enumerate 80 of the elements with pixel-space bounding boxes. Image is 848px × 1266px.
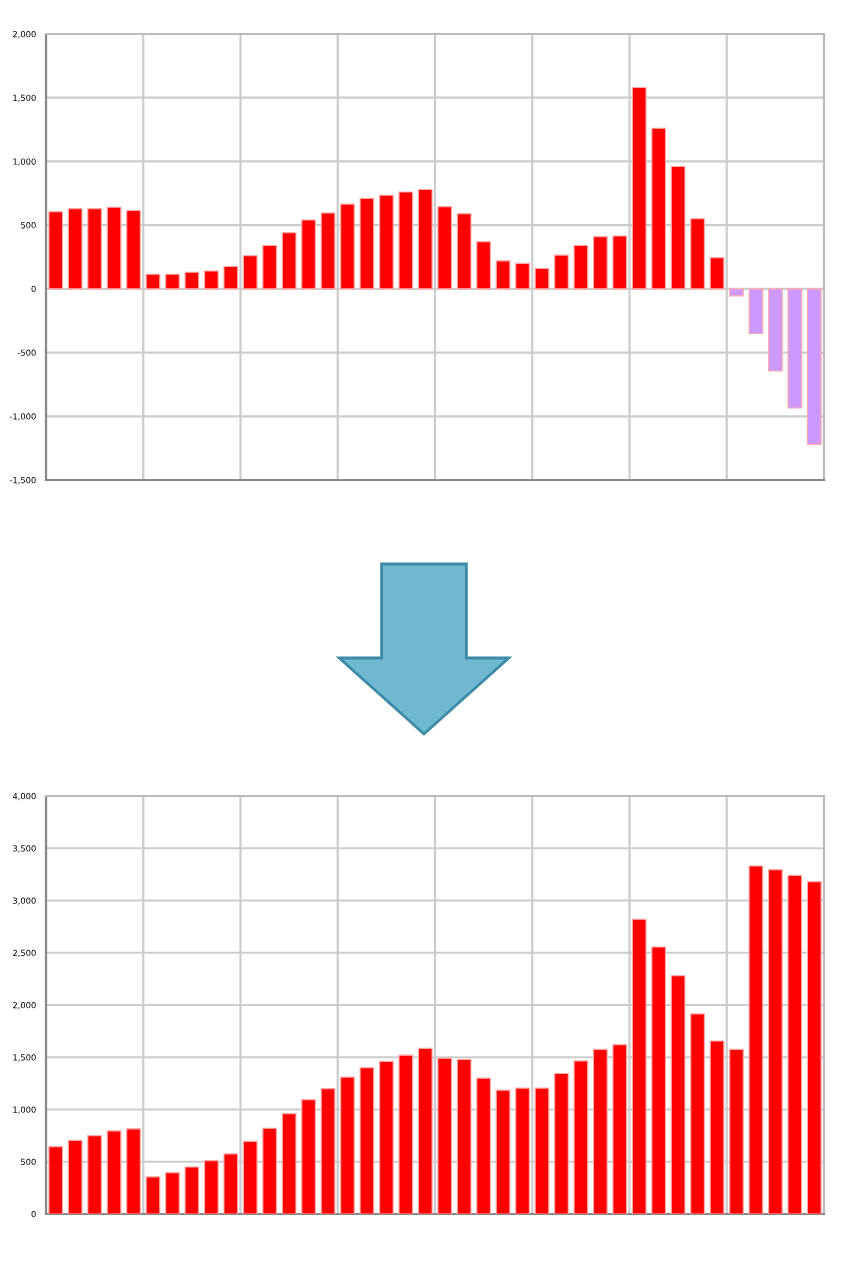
bar <box>67 208 83 290</box>
bar <box>631 918 647 1214</box>
bar <box>203 1160 219 1214</box>
bar <box>48 1146 64 1214</box>
bar <box>398 191 414 290</box>
bar <box>806 881 822 1214</box>
bar <box>262 244 278 290</box>
bar <box>223 1153 239 1214</box>
bar <box>690 218 705 290</box>
bar <box>768 288 783 372</box>
bar <box>320 1088 336 1214</box>
bar <box>768 869 783 1214</box>
bar <box>106 1130 122 1214</box>
bar <box>379 194 394 290</box>
bar <box>242 1140 258 1214</box>
bar <box>340 1076 355 1214</box>
bar <box>301 1099 316 1214</box>
bar <box>651 127 667 290</box>
bar <box>165 273 180 290</box>
bar <box>534 267 550 290</box>
bar <box>573 1060 589 1214</box>
bar <box>165 1172 180 1214</box>
bar <box>631 86 647 290</box>
bar <box>573 244 589 290</box>
bar <box>145 1176 161 1214</box>
bar <box>106 206 122 290</box>
bar <box>281 1113 297 1214</box>
bar <box>359 197 375 290</box>
bar <box>456 213 472 290</box>
bar <box>67 1139 83 1214</box>
bar <box>242 255 258 290</box>
bar <box>456 1058 472 1214</box>
bar <box>126 1128 141 1214</box>
bar <box>515 1087 530 1214</box>
bar <box>281 232 297 290</box>
bar <box>476 241 491 290</box>
bar <box>340 203 355 290</box>
bar <box>476 1077 491 1214</box>
bar <box>748 865 764 1214</box>
bar <box>126 209 141 290</box>
bar <box>787 288 803 409</box>
bar <box>417 1047 433 1214</box>
bar <box>612 235 628 290</box>
bar <box>437 206 453 290</box>
bar <box>690 1013 705 1214</box>
bar <box>495 1089 511 1214</box>
bar <box>592 1048 608 1214</box>
bar <box>729 288 744 297</box>
bar <box>262 1127 278 1214</box>
bar <box>534 1087 550 1214</box>
bar <box>787 874 803 1214</box>
bar <box>320 212 336 290</box>
bar <box>709 1040 725 1214</box>
bar <box>379 1060 394 1214</box>
bar <box>398 1054 414 1214</box>
bar <box>184 271 200 290</box>
bar <box>437 1057 453 1214</box>
bar <box>806 288 822 445</box>
bar <box>515 262 530 290</box>
bar <box>592 236 608 290</box>
bar <box>554 254 569 290</box>
bar <box>554 1072 569 1214</box>
bar <box>495 260 511 290</box>
bar <box>145 273 161 290</box>
bar <box>184 1166 200 1214</box>
bar <box>670 975 686 1214</box>
bar <box>87 208 102 290</box>
bar <box>651 946 667 1214</box>
bar <box>87 1135 102 1214</box>
bar <box>670 165 686 290</box>
bar <box>612 1044 628 1214</box>
bar <box>359 1067 375 1214</box>
bar <box>301 219 316 290</box>
bar <box>48 211 64 290</box>
bar <box>203 270 219 290</box>
bar <box>709 257 725 290</box>
bar <box>223 266 239 290</box>
bar <box>729 1048 744 1214</box>
bar <box>417 188 433 290</box>
bar <box>748 288 764 335</box>
